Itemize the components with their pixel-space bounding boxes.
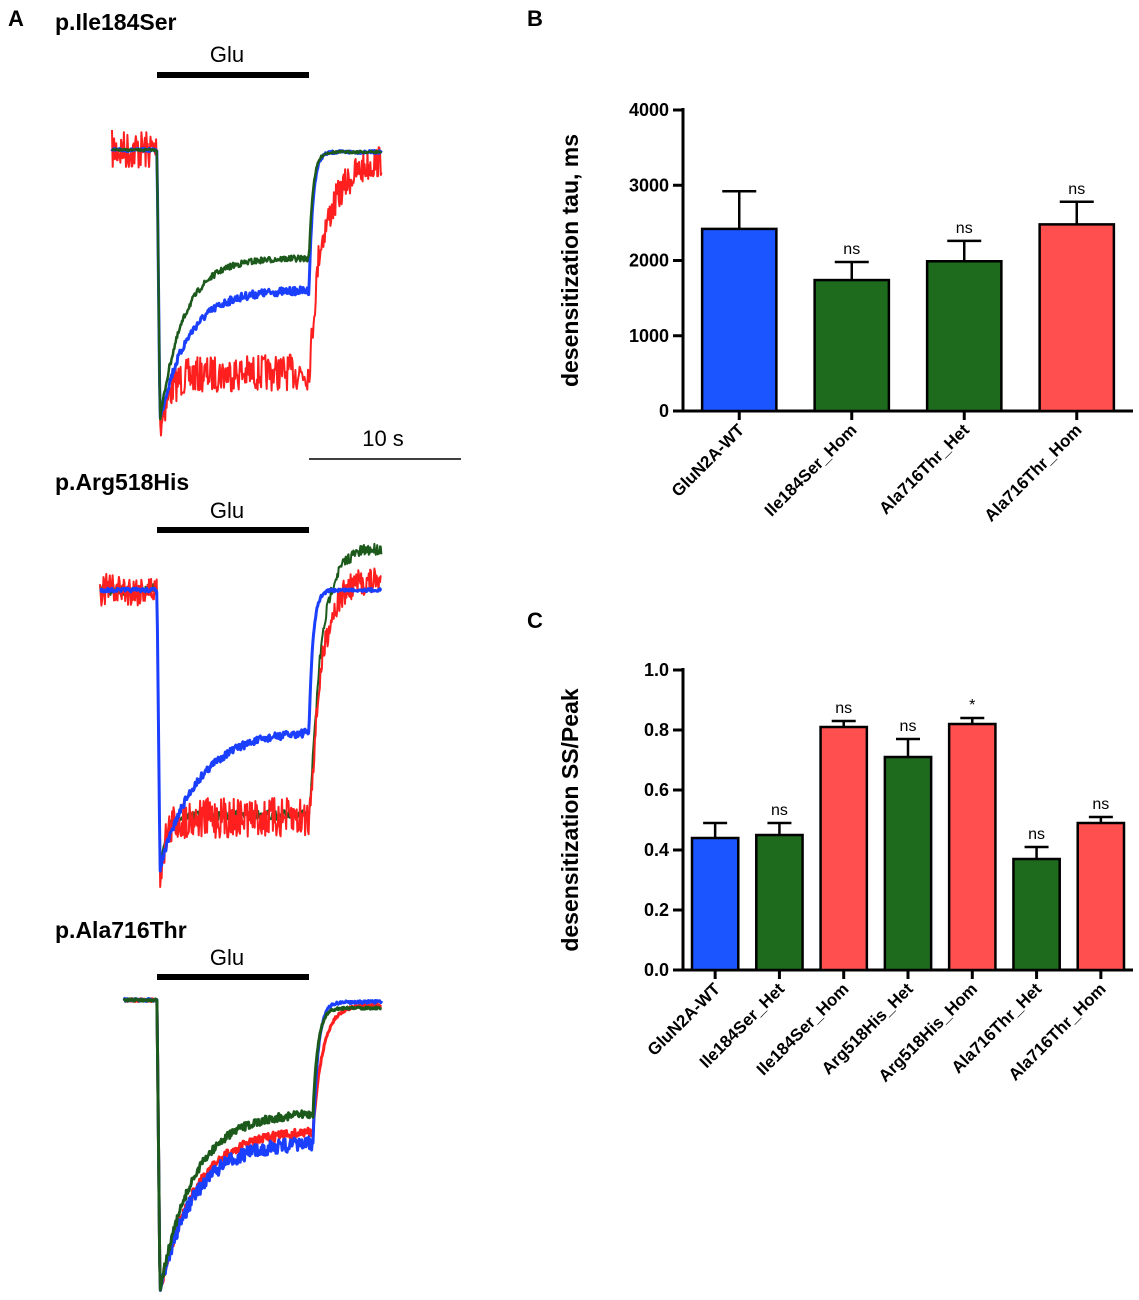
- category-label: Ala716Thr_Het: [875, 420, 973, 518]
- trace-panel-arg518his: p.Arg518His Glu: [55, 469, 383, 888]
- glu-application-bar: [157, 974, 309, 980]
- y-axis-label: desensitization SS/Peak: [557, 688, 583, 952]
- bar: [947, 722, 997, 972]
- significance-label: ns: [900, 718, 917, 735]
- time-scale-bar: 10 s: [309, 426, 461, 460]
- bar: [819, 725, 869, 972]
- bar: [925, 260, 1003, 413]
- trace-het: [111, 147, 383, 421]
- bar: [1012, 857, 1061, 972]
- significance-label: *: [969, 697, 975, 714]
- y-tick-label: 1.0: [644, 660, 669, 680]
- significance-label: ns: [771, 802, 788, 819]
- y-tick-label: 4000: [629, 100, 669, 120]
- bar: [755, 833, 804, 972]
- y-tick-label: 1000: [629, 326, 669, 346]
- y-tick-label: 0.2: [644, 900, 669, 920]
- glu-label: Glu: [210, 945, 244, 970]
- trace-title: p.Ala716Thr: [55, 917, 187, 943]
- glu-label: Glu: [210, 42, 244, 67]
- bar: [1038, 223, 1116, 413]
- trace-hom: [111, 129, 383, 437]
- category-label: Ile184Ser_Hom: [761, 420, 861, 520]
- trace-het: [122, 997, 383, 1292]
- panel-label-b: B: [527, 6, 543, 31]
- y-tick-label: 3000: [629, 175, 669, 195]
- current-traces: [122, 997, 383, 1292]
- trace-panel-ile184ser: p.Ile184Ser Glu: [55, 9, 383, 437]
- trace-hom: [123, 997, 383, 1292]
- significance-label: ns: [1028, 826, 1045, 843]
- significance-label: ns: [835, 700, 852, 717]
- current-traces: [110, 129, 383, 437]
- glu-label: Glu: [210, 498, 244, 523]
- category-label: Ala716Thr_Hom: [981, 420, 1086, 525]
- glu-application-bar: [157, 72, 309, 78]
- bar: [883, 755, 933, 972]
- y-tick-label: 0.4: [644, 840, 669, 860]
- trace-hom: [99, 567, 382, 888]
- bar: [1076, 821, 1126, 972]
- panel-label-c: C: [527, 608, 543, 633]
- trace-panel-ala716thr: p.Ala716Thr Glu: [55, 917, 383, 1292]
- trace-title: p.Ile184Ser: [55, 9, 177, 35]
- trace-wt: [99, 586, 383, 873]
- y-tick-label: 0.6: [644, 780, 669, 800]
- bar: [813, 278, 891, 413]
- category-label: GluN2A-WT: [668, 420, 749, 501]
- y-tick-label: 2000: [629, 251, 669, 271]
- chart-desensitization-ss-peak: 0.0 0.2 0.4 0.6 0.8 1.0 desensitization SS/Pea…: [557, 660, 1133, 1086]
- trace-title: p.Arg518His: [55, 469, 189, 495]
- y-tick-label: 0: [659, 401, 669, 421]
- y-tick-label: 0.0: [644, 960, 669, 980]
- glu-application-bar: [157, 527, 309, 533]
- panel-label-a: A: [8, 6, 24, 31]
- significance-label: ns: [843, 241, 860, 258]
- y-tick-label: 0.8: [644, 720, 669, 740]
- bar: [700, 227, 778, 413]
- scale-bar-label: 10 s: [362, 426, 404, 451]
- significance-label: ns: [1092, 796, 1109, 813]
- bar: [690, 836, 740, 972]
- significance-label: ns: [956, 220, 973, 237]
- current-traces: [99, 542, 383, 888]
- significance-label: ns: [1068, 181, 1085, 198]
- y-axis-label: desensitization tau, ms: [557, 134, 583, 387]
- chart-desensitization-tau: 0 1000 2000 3000 4000 desensitization tau, ms…: [557, 100, 1133, 525]
